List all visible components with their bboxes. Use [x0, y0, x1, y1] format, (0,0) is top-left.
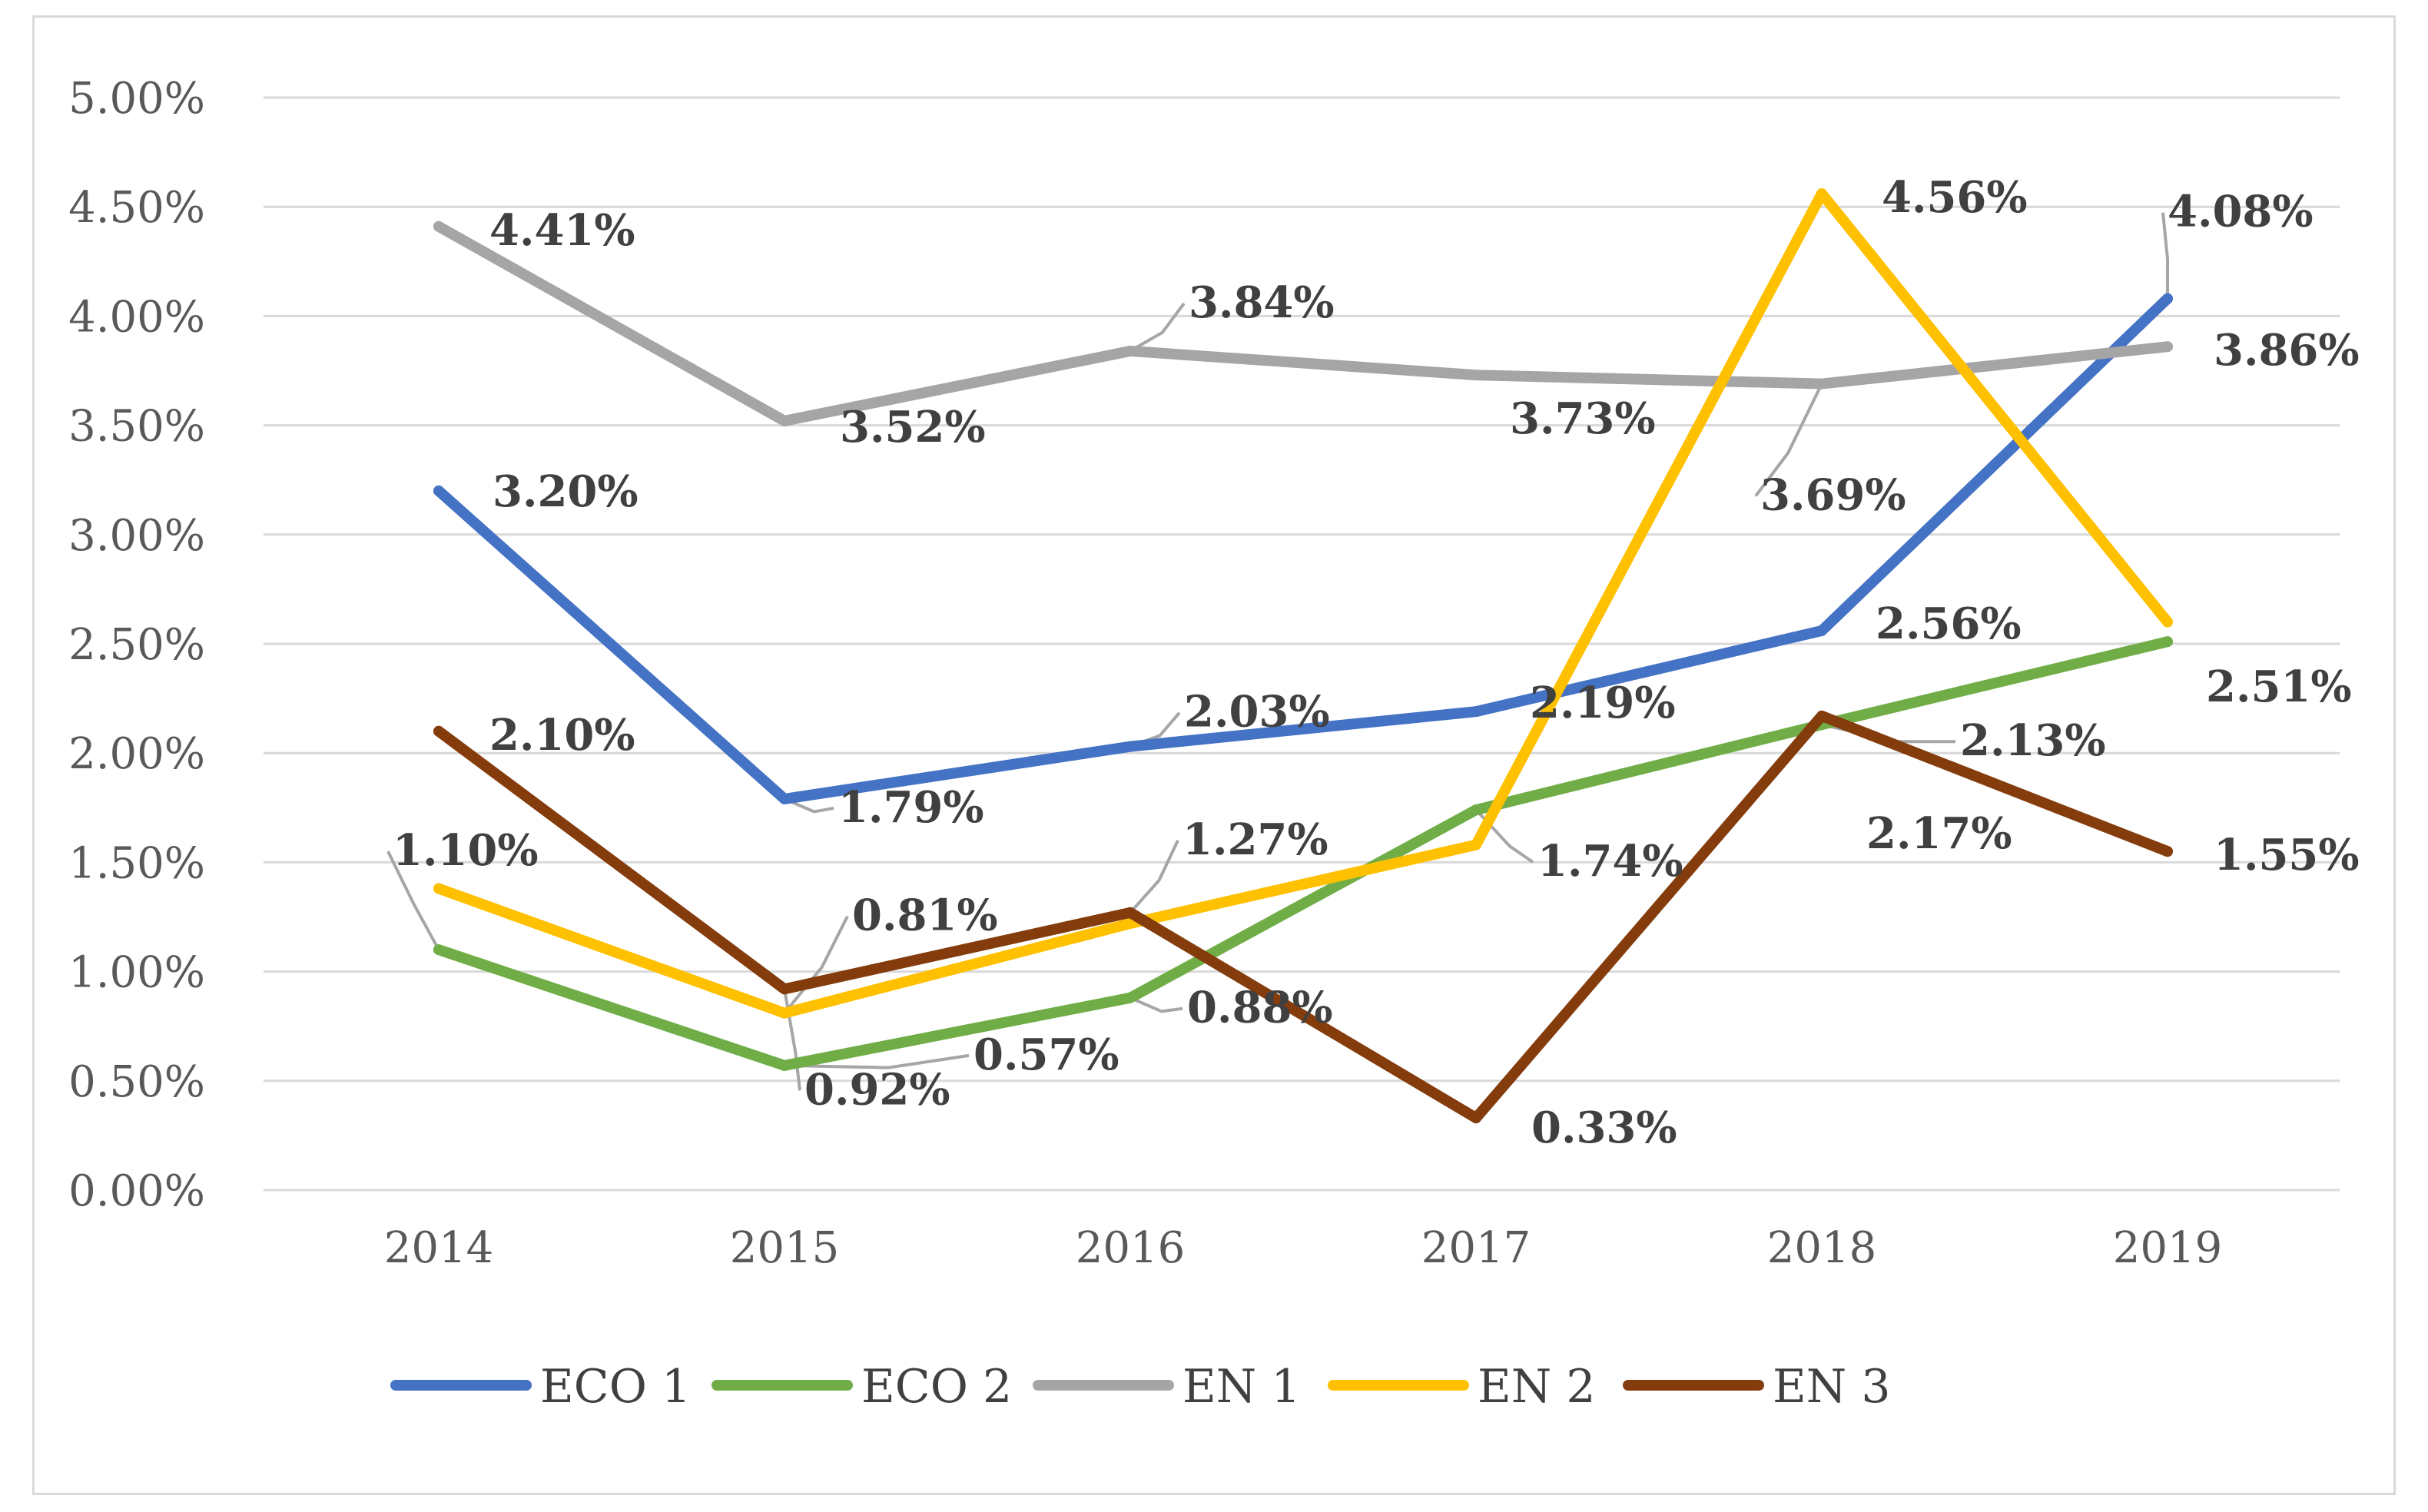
data-point [433, 220, 444, 232]
label-leader-line [386, 850, 440, 951]
data-point [1471, 706, 1481, 718]
data-labels: 3.20% 1.79% 2.03% 2.19% 2.56% 4.08% 1.10% 0.57%… [393, 172, 2360, 1153]
data-label: 3.69% [1760, 470, 1906, 521]
data-point [1816, 625, 1827, 636]
y-tick-label: 3.50% [68, 402, 205, 452]
line-chart: 0.00% 0.50% 1.00% 1.50% 2.00% 2.50% 3.00% 3.50%… [68, 74, 2360, 1414]
series-line [433, 293, 2173, 804]
label-leader-line [784, 797, 834, 814]
data-point [1471, 370, 1481, 381]
data-point [1125, 345, 1136, 356]
data-label: 0.81% [852, 890, 998, 941]
series-line [433, 636, 2173, 1071]
data-point [779, 793, 790, 804]
x-tick-label: 2019 [2113, 1223, 2223, 1273]
data-point [1471, 804, 1481, 816]
x-tick-label: 2015 [730, 1223, 840, 1273]
data-point [779, 1007, 790, 1019]
label-leader-line [2161, 212, 2169, 299]
x-tick-label: 2016 [1076, 1223, 1186, 1273]
legend-label: EN 1 [1182, 1360, 1301, 1414]
y-tick-label: 1.00% [68, 948, 205, 998]
y-tick-label: 1.50% [68, 838, 205, 888]
data-label: 2.17% [1866, 808, 2012, 859]
legend: ECO 1 ECO 2 EN 1 EN 2 EN 3 [390, 1360, 1891, 1414]
data-label: 2.56% [1876, 598, 2022, 649]
data-label: 1.27% [1182, 814, 1328, 865]
data-point [1125, 741, 1136, 752]
data-label: 2.13% [1960, 715, 2106, 766]
axis-ticks: 0.00% 0.50% 1.00% 1.50% 2.00% 2.50% 3.00% 3.50%… [68, 74, 2222, 1273]
data-label: 2.19% [1530, 678, 1676, 728]
data-point [1816, 378, 1827, 390]
data-point [433, 883, 444, 894]
data-label: 2.51% [2206, 662, 2352, 712]
x-tick-label: 2017 [1421, 1223, 1531, 1273]
data-point [2162, 616, 2173, 628]
y-tick-label: 0.50% [68, 1057, 205, 1107]
data-label: 3.73% [1510, 393, 1656, 444]
legend-label: ECO 1 [540, 1360, 691, 1414]
series-line [433, 188, 2173, 1019]
data-point [2162, 293, 2173, 304]
data-label: 0.92% [804, 1064, 950, 1115]
data-label: 3.84% [1189, 277, 1335, 328]
data-label: 3.20% [493, 466, 639, 517]
data-label: 1.74% [1537, 836, 1683, 887]
data-point [433, 944, 444, 956]
data-point [2162, 341, 2173, 353]
data-point [779, 1059, 790, 1071]
data-label: 2.10% [489, 710, 635, 761]
data-label: 0.33% [1531, 1102, 1677, 1153]
data-label: 3.86% [2214, 325, 2360, 376]
data-point [779, 983, 790, 995]
data-point [1125, 918, 1136, 930]
data-point [2162, 636, 2173, 648]
data-label: 1.79% [838, 782, 984, 833]
legend-label: ECO 2 [861, 1360, 1012, 1414]
series-lines [433, 188, 2173, 1124]
data-point [1125, 907, 1136, 918]
x-tick-label: 2018 [1767, 1223, 1877, 1273]
data-point [1816, 188, 1827, 200]
label-leader-line [1129, 302, 1186, 353]
data-label: 0.57% [974, 1030, 1119, 1080]
y-tick-label: 4.50% [68, 183, 205, 233]
label-leader-line [784, 1053, 970, 1069]
y-tick-label: 3.00% [68, 511, 205, 561]
label-leader-line [1754, 383, 1823, 497]
y-tick-label: 2.00% [68, 729, 205, 779]
data-point [779, 415, 790, 426]
data-label: 4.41% [489, 205, 635, 256]
data-point [433, 725, 444, 737]
data-label: 0.88% [1187, 983, 1333, 1033]
data-label: 4.08% [2168, 187, 2314, 237]
y-tick-label: 2.50% [68, 620, 205, 670]
legend-label: EN 3 [1773, 1360, 1891, 1414]
series-line [433, 710, 2173, 1124]
data-label: 2.03% [1184, 687, 1330, 738]
data-point [1471, 1112, 1481, 1124]
y-tick-label: 5.00% [68, 74, 205, 124]
chart-frame: 0.00% 0.50% 1.00% 1.50% 2.00% 2.50% 3.00% 3.50%… [32, 15, 2396, 1495]
data-label: 1.10% [393, 825, 539, 876]
data-label: 3.52% [840, 402, 986, 453]
label-leader-line [783, 915, 849, 1014]
y-tick-label: 0.00% [68, 1166, 205, 1216]
series-line [433, 220, 2173, 426]
data-point [1125, 992, 1136, 1003]
y-tick-label: 4.00% [68, 292, 205, 342]
data-label: 4.56% [1882, 172, 2028, 223]
legend-label: EN 2 [1478, 1360, 1596, 1414]
data-label: 1.55% [2214, 830, 2360, 880]
x-tick-label: 2014 [384, 1223, 494, 1273]
data-point [1471, 839, 1481, 850]
label-leader-line [1129, 996, 1183, 1013]
label-leader-line [1129, 839, 1179, 914]
data-point [2162, 846, 2173, 857]
data-point [433, 485, 444, 496]
data-point [1816, 710, 1827, 721]
